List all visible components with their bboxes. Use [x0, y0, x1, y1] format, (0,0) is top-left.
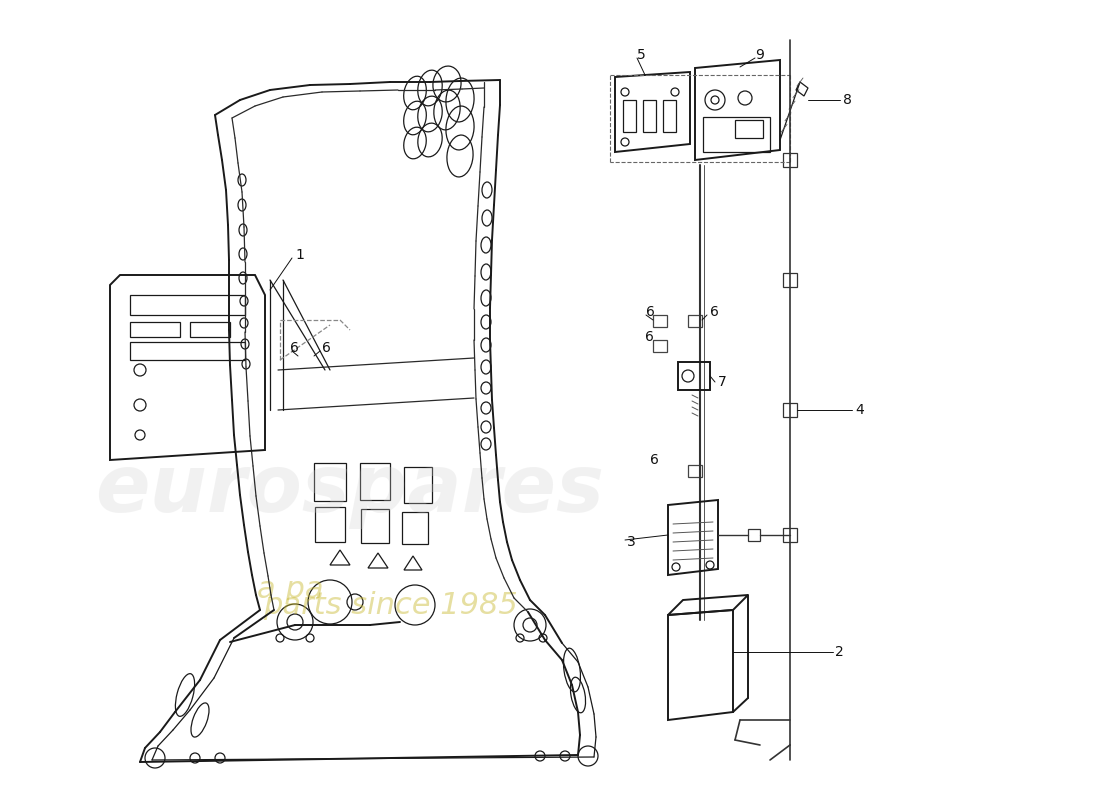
Text: a pa: a pa: [256, 575, 323, 605]
Bar: [361, 509, 389, 543]
Text: 2: 2: [835, 645, 844, 659]
Text: parts since 1985: parts since 1985: [263, 590, 517, 619]
Bar: [748, 529, 760, 541]
Bar: [644, 100, 656, 132]
Bar: [190, 322, 230, 337]
Bar: [402, 512, 428, 544]
Text: 8: 8: [843, 93, 851, 107]
Text: 3: 3: [627, 535, 636, 549]
Bar: [314, 463, 346, 501]
Bar: [130, 295, 245, 315]
Text: 1: 1: [295, 248, 304, 262]
Text: 9: 9: [755, 48, 763, 62]
Bar: [663, 100, 676, 132]
Text: 6: 6: [645, 330, 653, 344]
Text: 6: 6: [710, 305, 719, 319]
Bar: [130, 322, 180, 337]
Text: 6: 6: [322, 341, 331, 355]
Bar: [360, 463, 390, 500]
Text: eurospares: eurospares: [96, 451, 605, 529]
Bar: [783, 403, 798, 417]
Bar: [783, 273, 798, 287]
Bar: [688, 465, 702, 477]
Bar: [783, 528, 798, 542]
Bar: [703, 117, 770, 152]
Text: 4: 4: [855, 403, 864, 417]
Text: 6: 6: [650, 453, 659, 467]
Text: 6: 6: [290, 341, 299, 355]
Text: 6: 6: [646, 305, 654, 319]
Bar: [653, 315, 667, 327]
Bar: [404, 467, 432, 503]
Bar: [623, 100, 636, 132]
Bar: [783, 153, 798, 167]
Bar: [315, 507, 345, 542]
Bar: [653, 340, 667, 352]
Text: 7: 7: [718, 375, 727, 389]
Bar: [735, 120, 763, 138]
Text: 5: 5: [637, 48, 646, 62]
Bar: [130, 342, 245, 360]
Bar: [688, 315, 702, 327]
